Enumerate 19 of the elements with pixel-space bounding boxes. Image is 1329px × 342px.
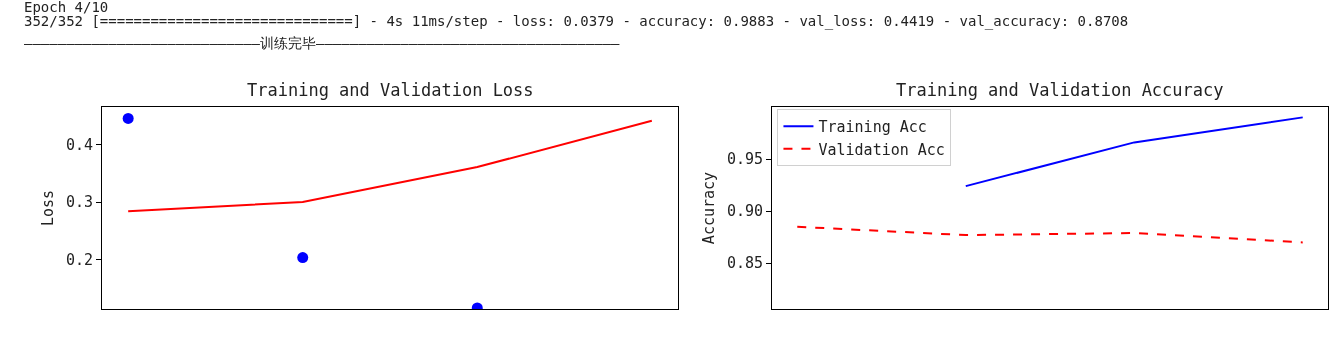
y-tick-label: 0.4	[65, 136, 93, 154]
line-series	[127, 119, 653, 213]
legend-label: Training Acc	[818, 118, 927, 137]
y-tick-label: 0.85	[726, 254, 763, 273]
y-tick-label: 0.95	[726, 150, 763, 169]
y-tick-label: 0.3	[65, 193, 93, 212]
chart-title: Training and Validation Accuracy	[896, 80, 1224, 100]
y-tick-label: 0.2	[65, 250, 93, 269]
text: ————————————————————————————训练完毕————————————————————————————————————	[24, 35, 621, 51]
point	[297, 252, 309, 264]
chart-title: Training and Validation Loss	[247, 80, 534, 100]
point	[122, 112, 134, 124]
y-tick-label: 0.90	[726, 202, 763, 221]
line-series	[796, 225, 1304, 244]
legend-label: Validation Acc	[818, 140, 945, 159]
text: 352/352 [==============================] - 4s 11ms/step - loss: 0.0379 - accuracy: 0.9883 - val_loss: 0.4419 - val_accuracy: 0.8708	[24, 13, 1129, 30]
y-axis-title: Loss	[39, 189, 58, 227]
y-axis-title: Accuracy	[700, 171, 719, 245]
text: Epoch 4/10	[24, 0, 109, 15]
